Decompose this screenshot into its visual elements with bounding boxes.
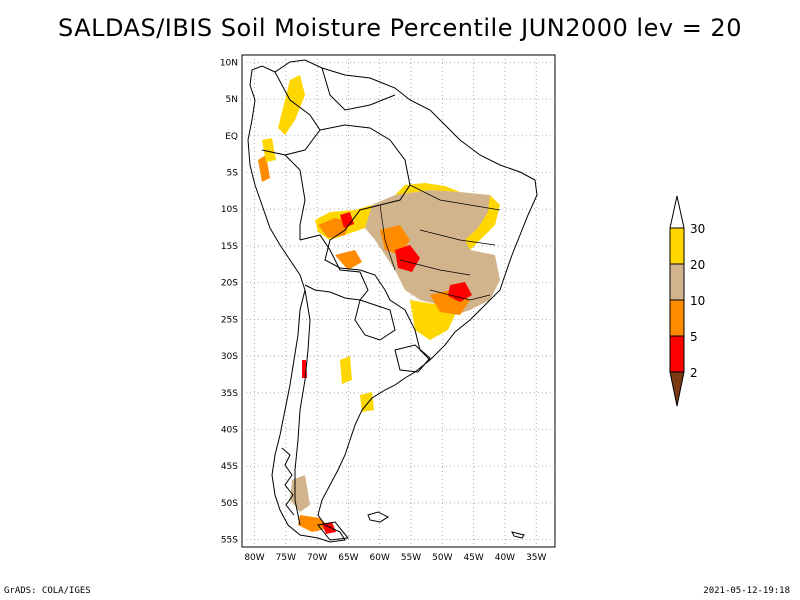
lon-tick-label: 55W <box>401 553 421 563</box>
south-america-outline <box>247 59 538 543</box>
lon-tick-label: 45W <box>463 553 483 563</box>
lat-tick-label: 55S <box>221 536 238 546</box>
footer-credit: GrADS: COLA/IGES <box>4 586 91 596</box>
colorbar-10-20 <box>669 263 685 301</box>
lat-tick-label: 5S <box>227 168 239 178</box>
region-2-5-central <box>395 245 420 272</box>
lon-tick-label: 70W <box>307 553 327 563</box>
lon-tick-label: 50W <box>432 553 452 563</box>
lat-tick-label: 50S <box>221 499 238 509</box>
lat-tick-label: 5N <box>226 95 238 105</box>
falkland-islands <box>367 511 390 523</box>
lat-tick-label: 30S <box>221 352 238 362</box>
lat-tick-label: 20S <box>221 279 238 289</box>
lon-tick-label: 60W <box>370 553 390 563</box>
region-5-10-sw <box>335 250 362 270</box>
colorbar-20-30 <box>669 227 685 265</box>
colorbar-below-2 <box>669 371 685 407</box>
region-argentina-2 <box>360 392 374 412</box>
region-andes-north <box>278 75 305 135</box>
region-ecuador <box>262 138 276 162</box>
lon-tick-label: 65W <box>338 553 358 563</box>
andes-border <box>294 289 311 526</box>
bolivia-border <box>299 234 369 301</box>
uruguay-border <box>394 344 431 373</box>
region-5-10-west <box>318 218 350 238</box>
lat-tick-label: 10N <box>220 58 238 68</box>
colorbar-label-2: 2 <box>690 366 698 380</box>
lon-tick-label: 75W <box>276 553 296 563</box>
lon-tick-label: 35W <box>526 553 546 563</box>
lat-tick-label: 10S <box>221 205 238 215</box>
south-georgia <box>511 531 525 539</box>
colorbar-5-10 <box>669 299 685 337</box>
brazil-border <box>319 124 431 361</box>
chile-archipelago <box>281 447 295 516</box>
colorbar-label-10: 10 <box>690 294 705 308</box>
map-frame <box>241 54 556 548</box>
paraguay-border <box>354 299 396 341</box>
lat-tick-label: 25S <box>221 315 238 325</box>
latitude-labels: 10N 5N EQ 5S 10S 15S 20S 25S 30S 35S 40S 45S 50S 55S <box>220 58 238 545</box>
region-10-20-central-brazil <box>365 190 500 315</box>
color-bar: 30 20 10 5 2 <box>669 195 705 407</box>
tierra-del-fuego <box>317 521 349 541</box>
brazil-states <box>379 184 501 301</box>
lon-tick-label: 80W <box>244 553 264 563</box>
colorbar-2-5 <box>669 335 685 373</box>
lat-tick-label: 45S <box>221 462 238 472</box>
venezuela-border <box>321 67 396 111</box>
lat-tick-label: 35S <box>221 389 238 399</box>
peru-border <box>261 149 306 240</box>
map-title: SALDAS/IBIS Soil Moisture Percentile JUN… <box>58 14 742 42</box>
coastlines <box>247 59 538 543</box>
region-2-5-southeast <box>448 282 472 302</box>
footer-timestamp: 2021-05-12-19:18 <box>703 586 790 596</box>
colorbar-label-5: 5 <box>690 330 698 344</box>
region-2-5-west <box>340 212 354 228</box>
lat-tick-label: 40S <box>221 426 238 436</box>
lat-tick-label: EQ <box>225 132 238 142</box>
colorbar-label-20: 20 <box>690 258 705 272</box>
colombia-border <box>274 71 321 156</box>
colorbar-above-30 <box>669 195 685 229</box>
lat-tick-label: 15S <box>221 242 238 252</box>
region-argentina <box>340 356 352 384</box>
longitude-labels: 80W 75W 70W 65W 60W 55W 50W 45W 40W 35W <box>244 553 546 563</box>
region-patagonia-orange <box>298 515 330 532</box>
lon-tick-label: 40W <box>495 553 515 563</box>
colorbar-label-30: 30 <box>690 222 705 236</box>
